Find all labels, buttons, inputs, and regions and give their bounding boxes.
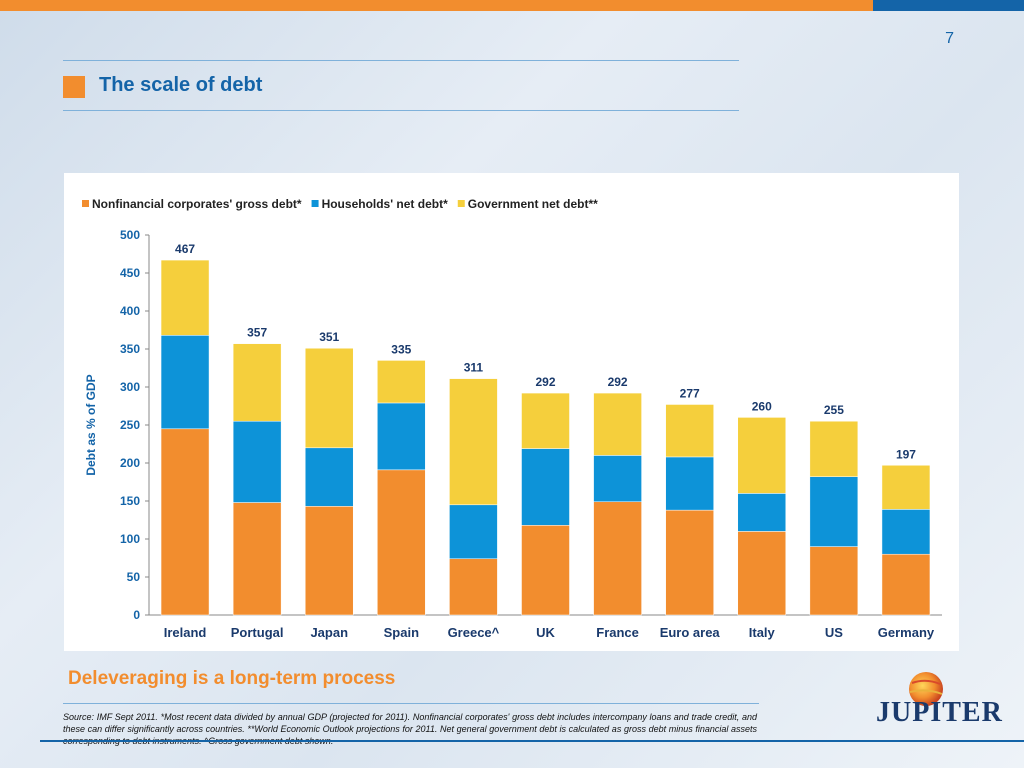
bar-euroarea-series-2 — [665, 404, 714, 458]
title-rule-bottom — [63, 110, 739, 111]
total-label-8: 260 — [752, 399, 772, 413]
x-tick-label-7: Euro area — [660, 625, 721, 640]
legend-swatch-1 — [311, 200, 319, 207]
x-tick-label-6: France — [596, 625, 639, 640]
total-label-7: 277 — [680, 386, 700, 400]
y-axis-label: Debt as % of GDP — [84, 374, 98, 475]
total-label-10: 197 — [896, 447, 916, 461]
bar-japan-series-1 — [304, 447, 354, 507]
x-tick-label-4: Greece^ — [448, 625, 500, 640]
x-tick-label-10: Germany — [878, 625, 935, 640]
slide-subtitle: Deleveraging is a long-term process — [68, 668, 396, 689]
bar-spain-series-2 — [377, 360, 426, 404]
total-label-0: 467 — [175, 242, 195, 256]
legend-swatch-0 — [82, 200, 89, 207]
page-number: 7 — [945, 30, 954, 47]
legend-label-1: Households' net debt* — [322, 197, 449, 211]
bar-greece-series-0 — [449, 558, 498, 616]
page-title: The scale of debt — [99, 74, 263, 96]
bar-italy-series-2 — [737, 417, 787, 494]
chart-panel: Nonfinancial corporates' gross debt* Hous… — [64, 173, 959, 651]
y-tick-label-0: 0 — [133, 608, 140, 622]
x-tick-label-3: Spain — [384, 625, 419, 640]
bar-portugal-series-1 — [232, 420, 282, 503]
bar-ireland-series-1 — [160, 335, 210, 430]
bar-uk-series-2 — [521, 392, 570, 449]
bar-germany-series-2 — [881, 465, 931, 510]
bar-italy-series-0 — [737, 531, 787, 616]
total-label-4: 311 — [464, 361, 484, 375]
bar-france-series-1 — [593, 455, 642, 503]
total-label-6: 292 — [608, 375, 628, 389]
legend-label-2: Government net debt** — [468, 197, 598, 211]
total-label-2: 351 — [319, 330, 339, 344]
footer-line — [40, 740, 1024, 742]
bar-greece-series-2 — [449, 378, 498, 506]
top-accent-bar-blue — [873, 0, 1024, 11]
total-label-1: 357 — [247, 326, 267, 340]
bar-germany-series-0 — [881, 553, 931, 616]
x-tick-label-8: Italy — [749, 625, 776, 640]
y-tick-label-200: 200 — [120, 456, 140, 470]
bar-ireland-series-2 — [160, 259, 210, 336]
top-accent-bar-orange — [0, 0, 873, 11]
y-tick-label-100: 100 — [120, 532, 140, 546]
title-bullet — [63, 76, 85, 98]
x-tick-label-2: Japan — [310, 625, 348, 640]
bar-portugal-series-0 — [232, 502, 282, 616]
x-tick-label-0: Ireland — [164, 625, 207, 640]
bar-uk-series-1 — [521, 448, 570, 526]
y-tick-label-150: 150 — [120, 494, 140, 508]
bar-us-series-0 — [809, 546, 859, 616]
legend-label-0: Nonfinancial corporates' gross debt* — [92, 197, 302, 211]
y-tick-label-450: 450 — [120, 266, 140, 280]
bar-france-series-0 — [593, 501, 642, 616]
total-label-5: 292 — [535, 375, 555, 389]
x-tick-label-9: US — [825, 625, 843, 640]
total-label-9: 255 — [824, 403, 844, 417]
logo-text: JUPITER — [876, 697, 1003, 728]
bar-france-series-2 — [593, 392, 642, 456]
y-tick-label-50: 50 — [127, 570, 141, 584]
x-tick-label-5: UK — [536, 625, 555, 640]
y-tick-label-250: 250 — [120, 418, 140, 432]
bar-germany-series-1 — [881, 509, 931, 555]
bar-ireland-series-0 — [160, 428, 210, 616]
x-tick-label-1: Portugal — [231, 625, 284, 640]
jupiter-logo-icon — [909, 672, 943, 706]
bar-greece-series-1 — [449, 504, 498, 560]
bar-japan-series-2 — [304, 347, 354, 449]
y-tick-label-500: 500 — [120, 228, 140, 242]
bar-spain-series-0 — [377, 469, 426, 616]
title-rule-top — [63, 60, 739, 61]
bar-uk-series-0 — [521, 525, 570, 616]
y-tick-label-300: 300 — [120, 380, 140, 394]
legend-swatch-2 — [457, 200, 465, 207]
bar-us-series-2 — [809, 420, 859, 477]
source-rule — [63, 703, 759, 704]
total-label-3: 335 — [391, 342, 411, 356]
bar-us-series-1 — [809, 476, 859, 547]
bar-japan-series-0 — [304, 506, 354, 616]
bar-italy-series-1 — [737, 493, 787, 532]
stacked-bar-chart: Nonfinancial corporates' gross debt* Hous… — [82, 197, 942, 640]
y-tick-label-350: 350 — [120, 342, 140, 356]
bar-euroarea-series-0 — [665, 509, 714, 616]
bar-euroarea-series-1 — [665, 456, 714, 511]
y-tick-label-400: 400 — [120, 304, 140, 318]
bar-portugal-series-2 — [232, 343, 282, 422]
bar-spain-series-1 — [377, 402, 426, 471]
